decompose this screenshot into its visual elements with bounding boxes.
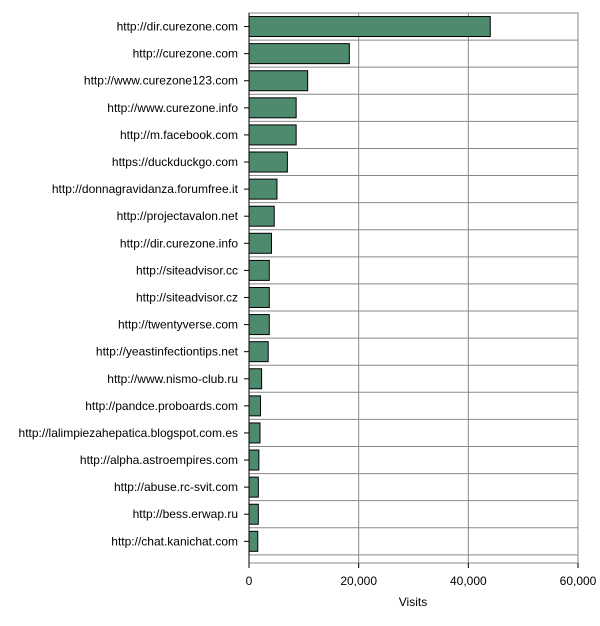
y-tick-label: http://www.curezone.info [107, 101, 238, 115]
bar [248, 530, 259, 552]
y-tick-label: http://abuse.rc-svit.com [114, 480, 238, 494]
y-tick-label: http://www.nismo-club.ru [107, 372, 238, 386]
y-tick-label: http://bess.erwap.ru [133, 507, 238, 521]
y-tick-label: http://m.facebook.com [120, 128, 238, 142]
y-tick-label: https://duckduckgo.com [112, 155, 238, 169]
x-tick-label: 20,000 [340, 574, 377, 588]
x-tick-label: 40,000 [450, 574, 487, 588]
bar [248, 97, 297, 119]
y-tick-label: http://alpha.astroempires.com [80, 453, 238, 467]
bar [248, 124, 297, 146]
bar [248, 259, 270, 281]
x-tick-label: 60,000 [560, 574, 597, 588]
bar [248, 368, 263, 390]
bar [248, 314, 270, 336]
y-tick-label: http://lalimpiezahepatica.blogspot.com.e… [19, 426, 238, 440]
bar [248, 503, 259, 525]
bar [248, 151, 288, 173]
y-tick-label: http://curezone.com [133, 47, 238, 61]
bar [248, 232, 272, 254]
x-axis-title: Visits [399, 595, 427, 609]
y-tick-label: http://siteadvisor.cz [136, 290, 238, 304]
y-tick-label: http://dir.curezone.info [120, 236, 238, 250]
x-tick-label: 0 [246, 574, 253, 588]
y-tick-label: http://dir.curezone.com [117, 20, 238, 34]
y-tick-label: http://pandce.proboards.com [85, 399, 238, 413]
bar [248, 178, 278, 200]
y-tick-label: http://chat.kanichat.com [111, 534, 238, 548]
y-tick-label: http://donnagravidanza.forumfree.it [52, 182, 239, 196]
y-tick-label: http://yeastinfectiontips.net [96, 345, 239, 359]
y-tick-label: http://www.curezone123.com [84, 74, 238, 88]
y-tick-label: http://twentyverse.com [118, 318, 238, 332]
bar [248, 341, 269, 363]
bar [248, 70, 309, 92]
plot-frame [248, 12, 579, 564]
bar [248, 395, 262, 417]
y-tick-label: http://projectavalon.net [117, 209, 239, 223]
bar [248, 205, 275, 227]
bar [248, 16, 491, 38]
bar [248, 422, 261, 444]
bar [248, 43, 350, 65]
y-tick-label: http://siteadvisor.cc [136, 263, 238, 277]
bar [248, 449, 260, 471]
bar [248, 476, 259, 498]
bar [248, 286, 270, 308]
